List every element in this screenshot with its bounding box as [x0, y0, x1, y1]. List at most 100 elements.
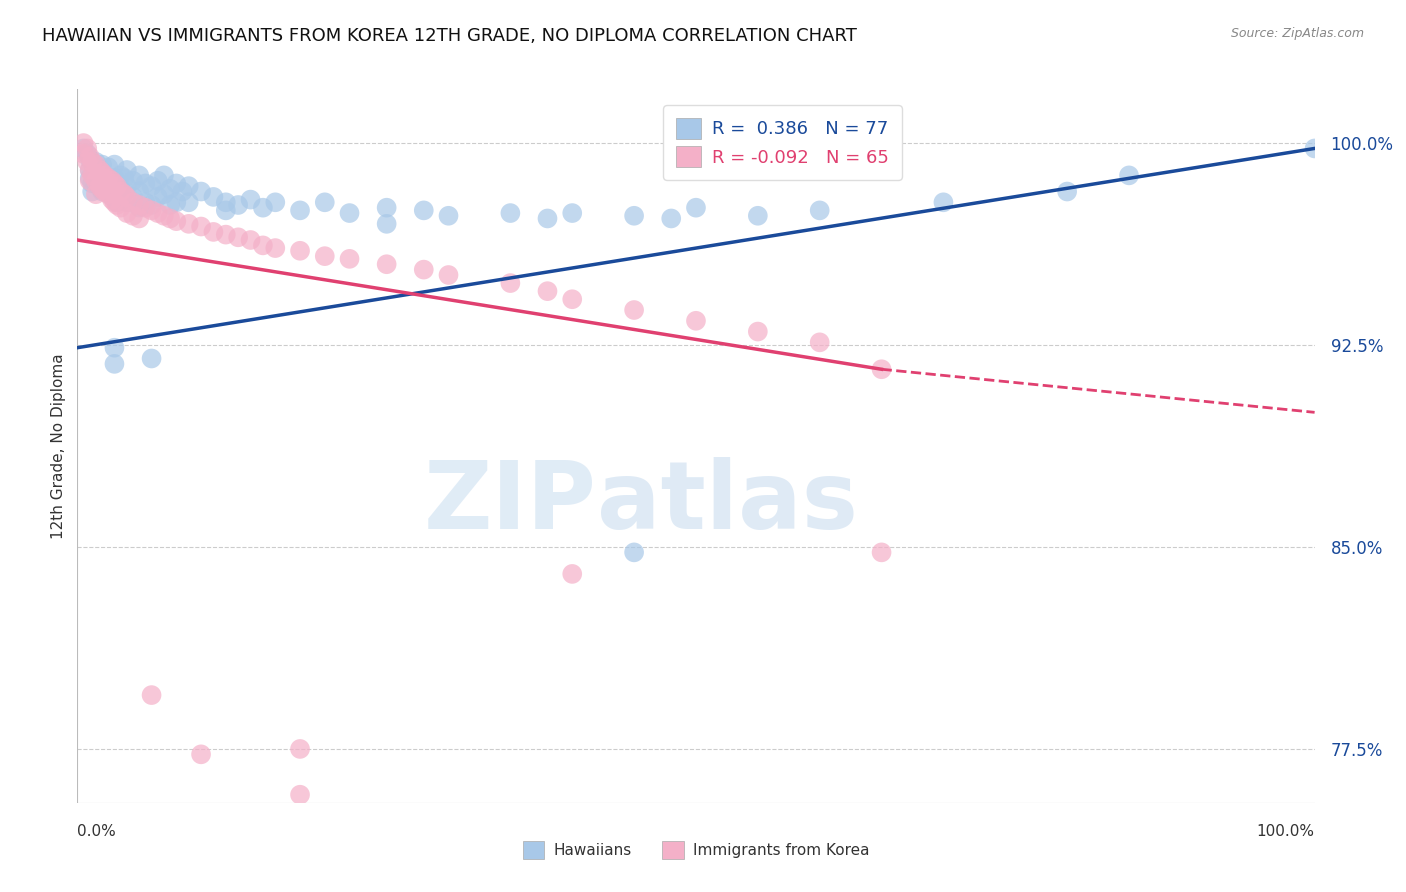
- Point: [79, 152, 101, 166]
- Point: [89, 179, 111, 194]
- Point: [89, 179, 111, 194]
- Point: [437, 209, 460, 223]
- Point: [76, 146, 98, 161]
- Point: [82, 169, 104, 183]
- Point: [91, 158, 114, 172]
- Point: [375, 217, 398, 231]
- Point: [72, 136, 94, 150]
- Point: [870, 362, 893, 376]
- Point: [122, 174, 145, 188]
- Point: [91, 166, 114, 180]
- Point: [115, 206, 138, 220]
- Point: [252, 201, 274, 215]
- Point: [93, 185, 115, 199]
- Point: [134, 195, 156, 210]
- Point: [314, 195, 336, 210]
- Point: [141, 688, 163, 702]
- Point: [159, 198, 181, 212]
- Point: [1056, 185, 1078, 199]
- Point: [128, 169, 150, 183]
- Point: [288, 244, 311, 258]
- Point: [1303, 141, 1326, 155]
- Point: [215, 195, 238, 210]
- Point: [115, 179, 138, 194]
- Point: [226, 198, 249, 212]
- Point: [82, 185, 104, 199]
- Point: [685, 314, 707, 328]
- Point: [84, 163, 107, 178]
- Point: [288, 788, 311, 802]
- Point: [202, 225, 225, 239]
- Point: [375, 257, 398, 271]
- Point: [177, 217, 200, 231]
- Point: [165, 195, 187, 210]
- Point: [110, 185, 132, 199]
- Point: [79, 174, 101, 188]
- Point: [103, 187, 125, 202]
- Point: [89, 163, 111, 178]
- Point: [128, 185, 150, 199]
- Point: [264, 241, 287, 255]
- Point: [314, 249, 336, 263]
- Point: [112, 190, 135, 204]
- Point: [101, 193, 124, 207]
- Point: [215, 227, 238, 242]
- Point: [110, 201, 132, 215]
- Point: [93, 171, 115, 186]
- Point: [115, 163, 138, 178]
- Point: [1118, 169, 1140, 183]
- Point: [128, 211, 150, 226]
- Point: [105, 198, 128, 212]
- Text: 100.0%: 100.0%: [1257, 824, 1315, 839]
- Point: [101, 174, 124, 188]
- Point: [412, 262, 434, 277]
- Point: [153, 209, 176, 223]
- Point: [115, 195, 138, 210]
- Point: [76, 141, 98, 155]
- Point: [141, 351, 163, 366]
- Point: [84, 187, 107, 202]
- Point: [165, 177, 187, 191]
- Point: [134, 201, 156, 215]
- Point: [105, 179, 128, 194]
- Point: [808, 335, 831, 350]
- Point: [122, 209, 145, 223]
- Point: [153, 169, 176, 183]
- Point: [91, 185, 114, 199]
- Point: [72, 141, 94, 155]
- Point: [870, 545, 893, 559]
- Point: [226, 230, 249, 244]
- Point: [103, 195, 125, 210]
- Point: [141, 198, 163, 212]
- Text: atlas: atlas: [598, 457, 858, 549]
- Point: [110, 182, 132, 196]
- Point: [112, 171, 135, 186]
- Point: [159, 211, 181, 226]
- Point: [146, 174, 169, 188]
- Point: [499, 206, 522, 220]
- Point: [146, 206, 169, 220]
- Point: [97, 171, 120, 186]
- Point: [89, 169, 111, 183]
- Point: [84, 177, 107, 191]
- Point: [623, 303, 645, 318]
- Point: [105, 195, 128, 210]
- Point: [375, 201, 398, 215]
- Point: [437, 268, 460, 282]
- Point: [536, 211, 558, 226]
- Y-axis label: 12th Grade, No Diploma: 12th Grade, No Diploma: [51, 353, 66, 539]
- Point: [747, 209, 769, 223]
- Point: [239, 193, 262, 207]
- Point: [561, 206, 583, 220]
- Point: [76, 155, 98, 169]
- Point: [561, 292, 583, 306]
- Point: [105, 177, 128, 191]
- Text: 0.0%: 0.0%: [77, 824, 117, 839]
- Point: [91, 169, 114, 183]
- Point: [84, 158, 107, 172]
- Point: [172, 185, 194, 199]
- Point: [97, 177, 120, 191]
- Point: [932, 195, 955, 210]
- Point: [115, 190, 138, 204]
- Point: [84, 174, 107, 188]
